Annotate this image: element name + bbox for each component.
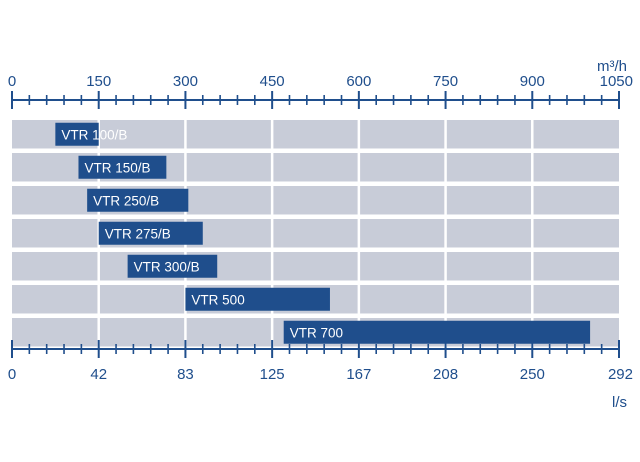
bar-label: VTR 275/B [105,226,171,241]
bar-label: VTR 500 [191,292,244,307]
bar-label: VTR 700 [290,325,343,340]
tick-label: 167 [346,366,371,383]
bar [283,320,591,344]
bar-label: VTR 300/B [134,259,200,274]
axis-unit-label: m³/h [597,58,627,75]
bar-label: VTR 150/B [84,160,150,175]
tick-label: 125 [260,366,285,383]
bar-label: VTR 100/B [61,127,127,142]
tick-label: 0 [8,73,16,90]
tick-label: 1050 [600,73,633,90]
tick-label: 750 [433,73,458,90]
tick-label: 600 [346,73,371,90]
tick-label: 450 [260,73,285,90]
row-background [12,252,619,281]
bar [78,155,167,179]
tick-label: 208 [433,366,458,383]
tick-label: 150 [86,73,111,90]
bar [98,221,203,245]
bar [185,287,330,311]
tick-label: 300 [173,73,198,90]
bars: VTR 100/B VTR 150/B VTR 250/B VTR 275/B VTR … [55,122,591,344]
tick-label: 292 [608,366,633,383]
bar [127,254,218,278]
tick-label: 42 [90,366,107,383]
tick-label: 900 [520,73,545,90]
row-background [12,120,619,149]
bar [55,122,99,146]
tick-label: 83 [177,366,194,383]
bottom-axis: 0 42 83 125 167 208 250 292 l/s [8,340,633,411]
axis-unit-label: l/s [612,394,627,411]
bar [87,188,189,212]
tick-label: 0 [8,366,16,383]
tick-label: 250 [520,366,545,383]
bar-label: VTR 250/B [93,193,159,208]
